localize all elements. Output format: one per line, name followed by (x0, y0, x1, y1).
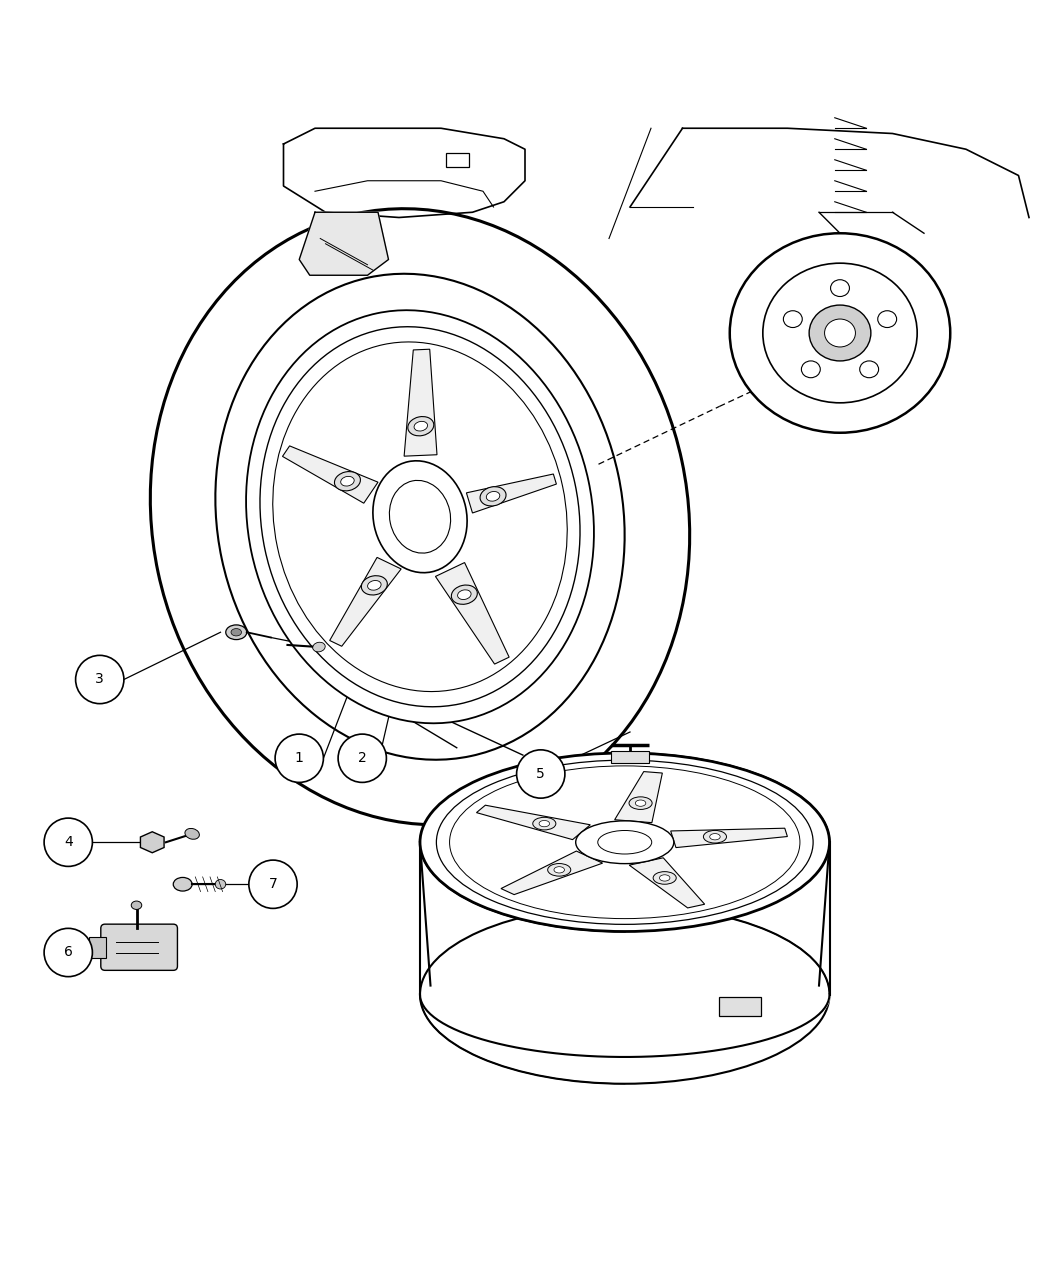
FancyBboxPatch shape (611, 751, 649, 764)
Ellipse shape (824, 319, 856, 347)
Text: 5: 5 (537, 768, 545, 782)
Ellipse shape (878, 311, 897, 328)
Ellipse shape (260, 326, 580, 706)
Ellipse shape (437, 760, 813, 924)
Text: 7: 7 (269, 877, 277, 891)
Polygon shape (330, 557, 401, 646)
Ellipse shape (532, 817, 555, 830)
Ellipse shape (486, 491, 500, 501)
Polygon shape (501, 850, 603, 895)
Ellipse shape (414, 421, 427, 431)
Ellipse shape (801, 361, 820, 377)
Polygon shape (614, 771, 663, 822)
Text: 3: 3 (96, 672, 104, 686)
Ellipse shape (831, 279, 849, 297)
Ellipse shape (361, 576, 387, 595)
Ellipse shape (373, 460, 467, 572)
Circle shape (517, 750, 565, 798)
Ellipse shape (215, 274, 625, 760)
Circle shape (249, 861, 297, 908)
Text: 6: 6 (64, 946, 72, 960)
Ellipse shape (185, 829, 200, 839)
Polygon shape (404, 349, 437, 456)
Ellipse shape (539, 820, 549, 826)
Polygon shape (629, 858, 705, 908)
Ellipse shape (810, 305, 870, 361)
FancyBboxPatch shape (101, 924, 177, 970)
Ellipse shape (659, 875, 670, 881)
Ellipse shape (635, 799, 646, 806)
Ellipse shape (150, 209, 690, 825)
Polygon shape (466, 474, 556, 513)
Ellipse shape (548, 863, 571, 876)
Ellipse shape (313, 643, 326, 652)
FancyBboxPatch shape (719, 997, 761, 1015)
Ellipse shape (420, 905, 830, 1084)
Ellipse shape (340, 477, 354, 486)
Ellipse shape (730, 233, 950, 432)
Ellipse shape (173, 877, 192, 891)
Ellipse shape (390, 481, 450, 553)
Ellipse shape (860, 361, 879, 377)
Polygon shape (284, 129, 525, 218)
Ellipse shape (554, 867, 565, 873)
Text: 2: 2 (358, 751, 366, 765)
Circle shape (275, 734, 323, 783)
Ellipse shape (368, 580, 381, 590)
Ellipse shape (452, 585, 478, 604)
Ellipse shape (629, 797, 652, 810)
Polygon shape (141, 831, 164, 853)
FancyBboxPatch shape (446, 153, 469, 167)
Ellipse shape (704, 830, 727, 843)
Circle shape (44, 819, 92, 867)
Circle shape (76, 655, 124, 704)
Ellipse shape (335, 472, 360, 491)
Ellipse shape (131, 901, 142, 909)
Ellipse shape (575, 821, 674, 863)
Ellipse shape (458, 590, 471, 599)
Ellipse shape (783, 311, 802, 328)
Ellipse shape (226, 625, 247, 640)
Ellipse shape (762, 263, 918, 403)
Ellipse shape (215, 880, 226, 889)
Polygon shape (299, 212, 388, 275)
Text: 4: 4 (64, 835, 72, 849)
Text: 1: 1 (295, 751, 303, 765)
Ellipse shape (449, 766, 800, 918)
Ellipse shape (273, 342, 567, 691)
FancyBboxPatch shape (89, 937, 106, 958)
Ellipse shape (420, 754, 830, 932)
Circle shape (338, 734, 386, 783)
Ellipse shape (246, 310, 594, 723)
Polygon shape (671, 829, 788, 848)
Ellipse shape (597, 830, 652, 854)
Ellipse shape (480, 487, 506, 506)
Polygon shape (477, 806, 590, 840)
Polygon shape (282, 446, 378, 504)
Ellipse shape (231, 629, 242, 636)
Circle shape (44, 928, 92, 977)
Ellipse shape (710, 834, 720, 840)
Ellipse shape (407, 417, 434, 436)
Ellipse shape (653, 872, 676, 885)
Polygon shape (436, 562, 509, 664)
